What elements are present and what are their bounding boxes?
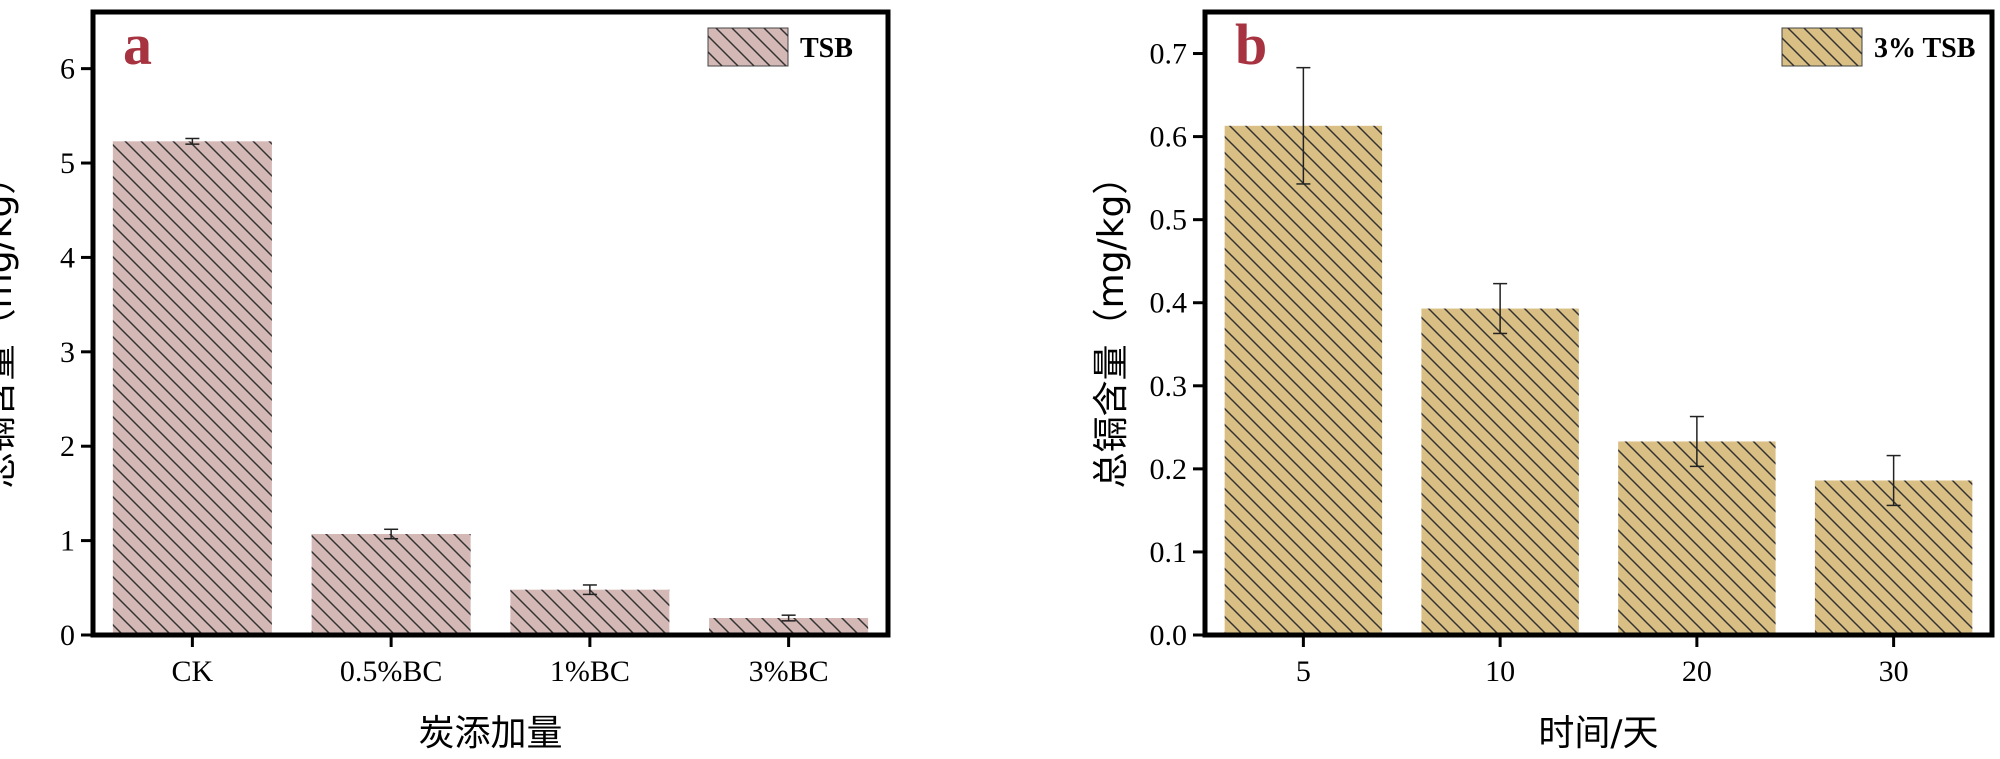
y-tick-label: 5 — [60, 147, 75, 180]
bar-hatch — [1224, 125, 1383, 635]
y-tick-label: 4 — [60, 241, 75, 274]
y-tick-label: 0.2 — [1150, 453, 1188, 486]
x-axis-title: 炭添加量 — [418, 713, 562, 754]
y-tick-label: 6 — [60, 53, 75, 86]
panel-label: a — [123, 12, 152, 77]
error-bar — [1296, 66, 1311, 185]
legend-swatch-hatch — [708, 28, 788, 66]
x-tick-label: 0.5%BC — [340, 655, 443, 688]
y-tick-label: 0.0 — [1150, 619, 1188, 652]
y-tick-label: 0 — [60, 619, 75, 652]
bar-hatch — [112, 141, 272, 635]
x-tick-label: 3%BC — [749, 655, 829, 688]
y-tick-label: 0.1 — [1150, 536, 1188, 569]
y-axis-title: 总镉含量（mg/kg） — [0, 159, 20, 489]
error-bar — [1886, 454, 1901, 507]
error-bar — [384, 528, 399, 540]
x-axis-title: 时间/天 — [1538, 713, 1658, 754]
error-bar — [1689, 415, 1704, 468]
error-bars-layer — [185, 137, 796, 622]
y-tick-label: 1 — [60, 525, 75, 558]
bar-hatch — [1618, 441, 1776, 635]
x-tick-label: 5 — [1296, 655, 1311, 688]
chart-panel-a: 0 1 2 3 4 5 6 CK 0.5%BC 1%BC 3%BC a TSB 炭添加量 总镉含量… — [0, 9, 891, 754]
legend-label: 3% TSB — [1874, 33, 1975, 64]
y-tick-label: 3 — [60, 336, 75, 369]
plot-frame — [90, 9, 891, 638]
y-tick-label: 0.3 — [1150, 370, 1188, 403]
legend: 3% TSB — [1781, 27, 1975, 67]
bars-layer — [112, 141, 869, 635]
legend-swatch-hatch — [1782, 28, 1862, 66]
plot-frame — [1202, 9, 1995, 638]
y-tick-label: 2 — [60, 430, 75, 463]
y-ticks-layer: 0.0 0.1 0.2 0.3 0.4 0.5 0.6 0.7 — [1150, 38, 1205, 652]
x-tick-label: 1%BC — [550, 655, 630, 688]
bars-layer — [1224, 125, 1973, 635]
error-bar — [1493, 282, 1508, 335]
legend-label: TSB — [800, 33, 853, 64]
x-ticks-layer: 5 10 20 30 — [1296, 635, 1909, 688]
error-bars-layer — [1296, 66, 1901, 507]
y-tick-label: 0.5 — [1150, 204, 1188, 237]
error-bar — [582, 584, 597, 596]
legend: TSB — [707, 27, 853, 67]
x-tick-label: CK — [172, 655, 214, 688]
chart-panel-b: 0.0 0.1 0.2 0.3 0.4 0.5 0.6 0.7 5 10 20 30 b 3% TS… — [1091, 9, 1995, 754]
x-tick-label: 20 — [1682, 655, 1712, 688]
error-bar — [185, 137, 200, 145]
x-tick-label: 30 — [1879, 655, 1909, 688]
bar-hatch — [709, 618, 869, 635]
bar-hatch — [1814, 480, 1973, 635]
panel-label: b — [1235, 12, 1267, 77]
x-ticks-layer: CK 0.5%BC 1%BC 3%BC — [172, 635, 829, 688]
x-tick-label: 10 — [1485, 655, 1515, 688]
y-tick-label: 0.4 — [1150, 287, 1188, 320]
bar-hatch — [510, 589, 670, 635]
y-ticks-layer: 0 1 2 3 4 5 6 — [60, 53, 93, 652]
y-tick-label: 0.6 — [1150, 121, 1188, 154]
y-tick-label: 0.7 — [1150, 38, 1188, 71]
y-axis-title: 总镉含量（mg/kg） — [1091, 159, 1132, 489]
bar-hatch — [1421, 308, 1579, 635]
error-bar — [781, 614, 796, 622]
bar-hatch — [311, 533, 471, 635]
